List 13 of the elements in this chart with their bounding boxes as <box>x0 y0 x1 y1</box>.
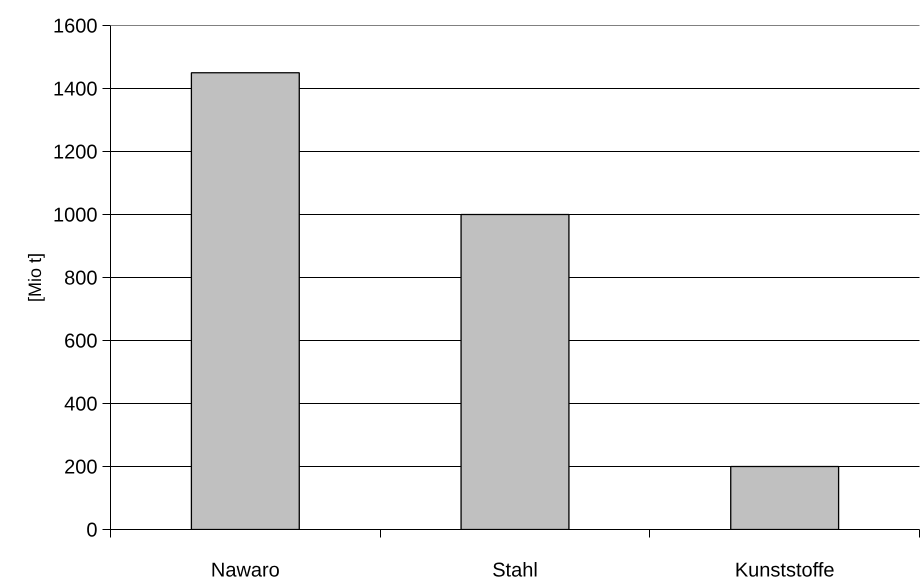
y-tick-label: 600 <box>64 330 98 352</box>
y-tick-label: 1000 <box>53 204 98 226</box>
x-tick-label: Stahl <box>492 560 538 582</box>
y-tick-label: 0 <box>86 520 98 542</box>
y-tick-label: 200 <box>64 456 98 478</box>
y-tick-label: 1400 <box>53 78 98 100</box>
y-tick-label: 800 <box>64 268 98 290</box>
y-tick-label: 1600 <box>53 16 98 38</box>
x-tick-label: Kunststoffe <box>734 560 835 582</box>
y-tick-label: 400 <box>64 394 98 416</box>
y-tick-label: 1200 <box>53 142 98 164</box>
y-axis-title: [Mio t] <box>25 252 46 302</box>
x-tick-label: Nawaro <box>210 560 280 582</box>
